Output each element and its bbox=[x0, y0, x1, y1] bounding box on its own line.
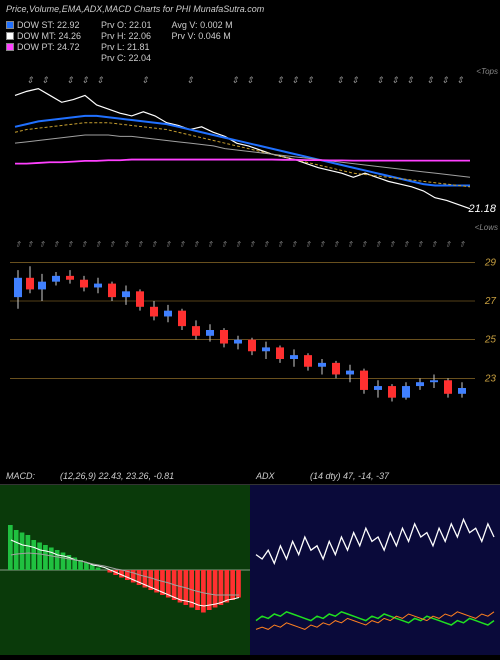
svg-text:⇑: ⇑ bbox=[193, 240, 200, 249]
svg-text:⇕: ⇕ bbox=[26, 75, 34, 85]
legend-item: DOW PT: 24.72 bbox=[6, 42, 81, 52]
svg-text:⇕: ⇕ bbox=[351, 75, 359, 85]
macd-label: MACD: bbox=[6, 471, 35, 481]
svg-text:⇑: ⇑ bbox=[81, 240, 88, 249]
svg-text:⇑: ⇑ bbox=[137, 240, 144, 249]
svg-text:⇑: ⇑ bbox=[53, 240, 60, 249]
legend-item: Prv V: 0.046 M bbox=[172, 31, 233, 41]
legend-item: DOW ST: 22.92 bbox=[6, 20, 81, 30]
svg-text:⇕: ⇕ bbox=[246, 75, 254, 85]
svg-text:⇕: ⇕ bbox=[41, 75, 49, 85]
legend-label: Prv L: 21.81 bbox=[101, 42, 150, 52]
svg-text:⇕: ⇕ bbox=[96, 75, 104, 85]
svg-text:⇑: ⇑ bbox=[249, 240, 256, 249]
legend-color-swatch bbox=[6, 21, 14, 29]
svg-text:⇑: ⇑ bbox=[431, 240, 438, 249]
svg-text:⇑: ⇑ bbox=[333, 240, 340, 249]
legend-mid: Prv O: 22.01Prv H: 22.06Prv L: 21.81Prv … bbox=[101, 20, 152, 63]
svg-text:⇑: ⇑ bbox=[39, 240, 46, 249]
svg-text:⇑: ⇑ bbox=[277, 240, 284, 249]
legend-label: DOW MT: 24.26 bbox=[17, 31, 81, 41]
macd-values: (12,26,9) 22.43, 23.26, -0.81 bbox=[60, 471, 174, 481]
legend-label: DOW PT: 24.72 bbox=[17, 42, 80, 52]
legend-label: Prv V: 0.046 M bbox=[172, 31, 231, 41]
macd-panel: MACD: (12,26,9) 22.43, 23.26, -0.81 bbox=[0, 485, 250, 655]
svg-text:⇕: ⇕ bbox=[66, 75, 74, 85]
svg-text:⇕: ⇕ bbox=[456, 75, 464, 85]
legend-color-swatch bbox=[6, 32, 14, 40]
svg-text:⇑: ⇑ bbox=[389, 240, 396, 249]
legend-item: DOW MT: 24.26 bbox=[6, 31, 81, 41]
svg-text:⇑: ⇑ bbox=[109, 240, 116, 249]
svg-text:⇕: ⇕ bbox=[81, 75, 89, 85]
ema-chart-panel: <Tops <Lows ⇕ ⇕ ⇕ ⇕ ⇕ ⇕ ⇕ ⇕ ⇕ ⇕ ⇕ ⇕ ⇕ ⇕ ⇕ ⇕ ⇕ ⇕ ⇕ ⇕ 21.18 bbox=[0, 65, 500, 235]
svg-text:⇕: ⇕ bbox=[186, 75, 194, 85]
svg-text:⇑: ⇑ bbox=[179, 240, 186, 249]
legend-item: Avg V: 0.002 M bbox=[172, 20, 233, 30]
adx-values: (14 dty) 47, -14, -37 bbox=[310, 471, 389, 481]
legend-right: Avg V: 0.002 MPrv V: 0.046 M bbox=[172, 20, 233, 63]
svg-text:21.18: 21.18 bbox=[467, 203, 496, 215]
svg-text:⇑: ⇑ bbox=[15, 240, 22, 249]
svg-text:⇕: ⇕ bbox=[231, 75, 239, 85]
svg-text:⇕: ⇕ bbox=[376, 75, 384, 85]
svg-text:⇕: ⇕ bbox=[406, 75, 414, 85]
svg-text:⇑: ⇑ bbox=[207, 240, 214, 249]
candle-chart-panel: 23 25 27 29 ⇑ ⇑ ⇑ ⇑ ⇑ ⇑ ⇑ ⇑ ⇑ ⇑ ⇑ ⇑ ⇑ ⇑ ⇑ ⇑ ⇑ ⇑ ⇑ ⇑ ⇑ ⇑ ⇑ ⇑ ⇑ ⇑ ⇑ ⇑ ⇑ ⇑ ⇑ ⇑… bbox=[0, 235, 500, 425]
svg-text:⇑: ⇑ bbox=[263, 240, 270, 249]
svg-text:⇕: ⇕ bbox=[426, 75, 434, 85]
svg-text:29: 29 bbox=[484, 257, 497, 268]
svg-text:⇑: ⇑ bbox=[27, 240, 34, 249]
legend-item: Prv C: 22.04 bbox=[101, 53, 152, 63]
svg-text:⇕: ⇕ bbox=[336, 75, 344, 85]
adx-label: ADX bbox=[256, 471, 275, 481]
svg-text:⇑: ⇑ bbox=[235, 240, 242, 249]
legend-row: DOW ST: 22.92DOW MT: 24.26DOW PT: 24.72 … bbox=[0, 18, 500, 65]
svg-text:⇕: ⇕ bbox=[306, 75, 314, 85]
legend-label: DOW ST: 22.92 bbox=[17, 20, 80, 30]
svg-text:⇑: ⇑ bbox=[221, 240, 228, 249]
svg-text:27: 27 bbox=[484, 296, 497, 307]
svg-text:⇑: ⇑ bbox=[67, 240, 74, 249]
svg-text:⇑: ⇑ bbox=[291, 240, 298, 249]
legend-item: Prv L: 21.81 bbox=[101, 42, 152, 52]
svg-text:⇕: ⇕ bbox=[276, 75, 284, 85]
page-title: Price,Volume,EMA,ADX,MACD Charts for PHI… bbox=[0, 0, 500, 18]
svg-text:⇕: ⇕ bbox=[141, 75, 149, 85]
svg-text:⇑: ⇑ bbox=[151, 240, 158, 249]
legend-label: Prv O: 22.01 bbox=[101, 20, 152, 30]
svg-text:⇑: ⇑ bbox=[361, 240, 368, 249]
adx-panel: ADX (14 dty) 47, -14, -37 bbox=[250, 485, 500, 655]
svg-text:⇑: ⇑ bbox=[375, 240, 382, 249]
svg-text:⇕: ⇕ bbox=[441, 75, 449, 85]
side-label-tops: <Tops bbox=[476, 67, 498, 76]
svg-text:⇑: ⇑ bbox=[417, 240, 424, 249]
svg-text:⇑: ⇑ bbox=[459, 240, 466, 249]
svg-text:⇑: ⇑ bbox=[319, 240, 326, 249]
svg-text:⇑: ⇑ bbox=[165, 240, 172, 249]
svg-text:23: 23 bbox=[484, 373, 497, 384]
legend-left: DOW ST: 22.92DOW MT: 24.26DOW PT: 24.72 bbox=[6, 20, 81, 63]
legend-item: Prv H: 22.06 bbox=[101, 31, 152, 41]
svg-text:⇕: ⇕ bbox=[291, 75, 299, 85]
svg-text:⇑: ⇑ bbox=[445, 240, 452, 249]
svg-text:⇑: ⇑ bbox=[123, 240, 130, 249]
svg-text:⇑: ⇑ bbox=[347, 240, 354, 249]
indicator-row: MACD: (12,26,9) 22.43, 23.26, -0.81 ADX … bbox=[0, 485, 500, 655]
legend-color-swatch bbox=[6, 43, 14, 51]
legend-label: Prv H: 22.06 bbox=[101, 31, 151, 41]
legend-item: Prv O: 22.01 bbox=[101, 20, 152, 30]
side-label-lows: <Lows bbox=[475, 223, 498, 232]
legend-label: Prv C: 22.04 bbox=[101, 53, 151, 63]
svg-text:⇑: ⇑ bbox=[403, 240, 410, 249]
svg-text:25: 25 bbox=[484, 335, 497, 346]
legend-label: Avg V: 0.002 M bbox=[172, 20, 233, 30]
svg-text:⇕: ⇕ bbox=[391, 75, 399, 85]
svg-text:⇑: ⇑ bbox=[305, 240, 312, 249]
svg-text:⇑: ⇑ bbox=[95, 240, 102, 249]
